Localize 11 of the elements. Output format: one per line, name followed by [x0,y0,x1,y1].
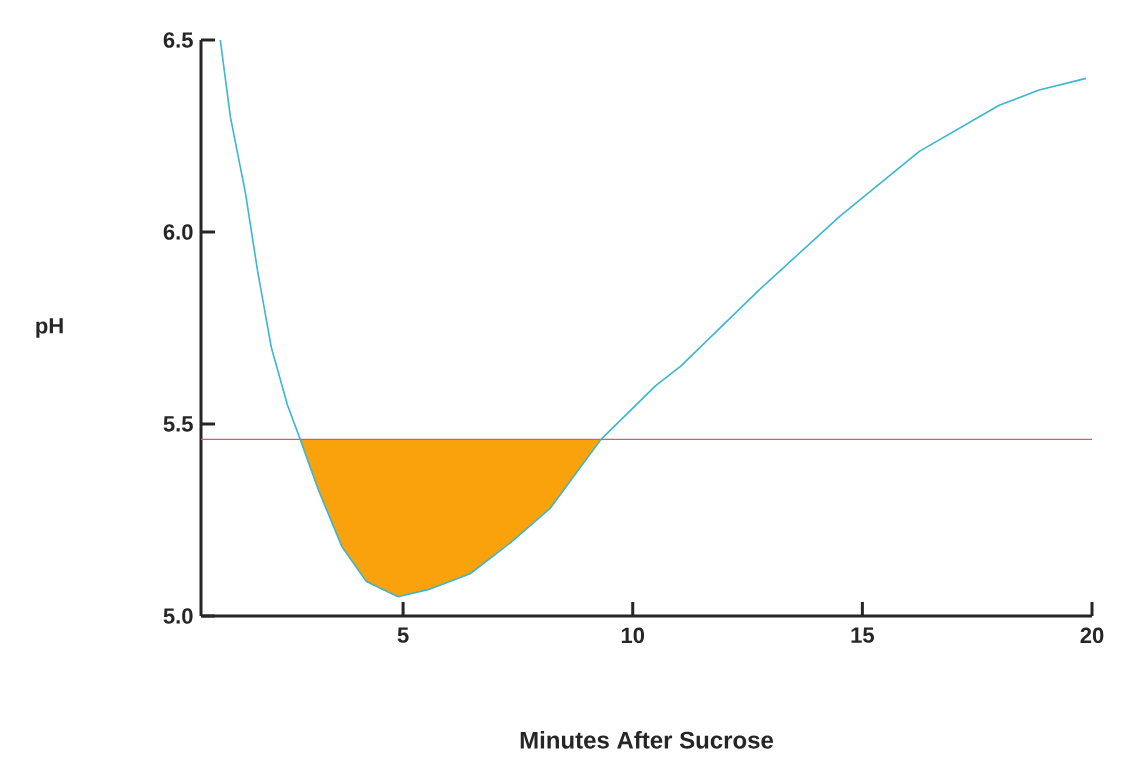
x-tick-label: 5 [397,627,409,643]
x-axis-title: Minutes After Sucrose [520,731,774,749]
y-tick-label: 6.0 [163,224,193,240]
x-tick-label: 10 [621,627,645,644]
y-tick-label: 5.5 [163,416,193,432]
x-tick-label: 15 [851,627,874,643]
y-tick-label: 6.5 [163,32,193,48]
line-series [219,39,1087,598]
x-tick-label: 20 [1080,627,1104,644]
y-axis-title: pH [36,318,63,338]
y-tick-label: 5.0 [163,608,193,624]
